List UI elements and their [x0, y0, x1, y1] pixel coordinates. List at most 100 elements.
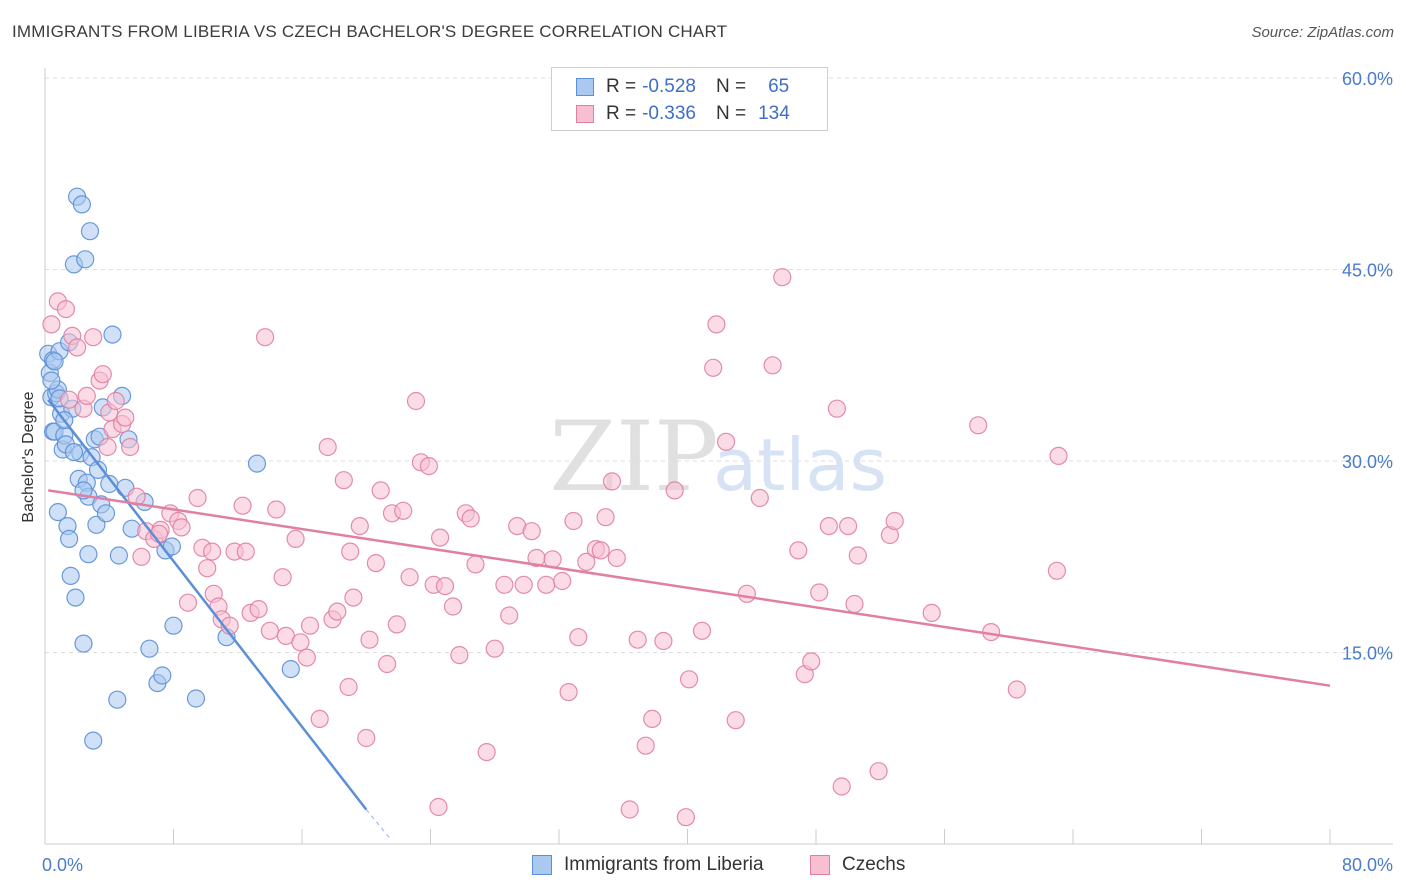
czech-point: [273, 568, 292, 587]
czech-point: [256, 328, 275, 347]
czech-point: [443, 597, 463, 616]
czech-point: [450, 645, 469, 665]
liberia-point: [103, 325, 122, 344]
czech-point: [429, 797, 448, 817]
czech-point: [643, 709, 662, 729]
legend-row-liberia: R = -0.528 N = 65: [576, 75, 789, 99]
czech-point: [602, 472, 622, 491]
czech-point: [360, 630, 379, 649]
czech-point: [357, 728, 376, 748]
czech-point: [286, 529, 305, 549]
czech-point: [431, 528, 450, 547]
czech-point: [56, 300, 76, 319]
czech-point: [378, 654, 397, 674]
czech-point: [636, 736, 655, 755]
czech-point: [832, 777, 851, 796]
watermark-zip: ZIP: [549, 401, 718, 513]
czech-point: [371, 481, 390, 500]
watermark: ZIP atlas: [549, 401, 887, 513]
czech-point: [819, 516, 839, 536]
czech-point: [802, 652, 821, 671]
liberia-point: [59, 529, 79, 549]
czech-point: [400, 568, 419, 587]
liberia-point: [247, 454, 267, 473]
czech-point: [726, 711, 745, 730]
czech-point: [559, 682, 578, 702]
czech-point: [969, 416, 988, 435]
czech-point: [537, 575, 556, 594]
czech-point: [406, 391, 426, 411]
czech-point: [591, 541, 610, 560]
x-tick-label-min: 0.0%: [42, 855, 83, 875]
czech-point: [172, 518, 191, 537]
czech-point: [1007, 680, 1026, 699]
y-tick-label: 45.0%: [1342, 261, 1393, 281]
czech-point: [84, 328, 103, 347]
liberia-point: [108, 690, 127, 709]
czech-point: [394, 501, 413, 520]
czech-point: [341, 542, 360, 561]
grid-lines: [45, 77, 1393, 653]
czech-point: [98, 437, 117, 457]
czech-point: [350, 516, 369, 536]
czech-point: [178, 593, 198, 612]
liberia-point: [140, 639, 159, 658]
czech-point: [569, 628, 588, 647]
liberia-point: [79, 545, 98, 564]
liberia-point: [153, 666, 172, 685]
liberia-point: [84, 731, 103, 750]
czech-point: [922, 603, 941, 623]
czech-point: [654, 631, 673, 651]
legend-swatch-liberia: [576, 78, 594, 96]
czech-point: [67, 338, 87, 357]
czech-point: [59, 390, 79, 409]
czech-point: [716, 432, 736, 451]
czech-point: [838, 516, 858, 536]
czech-point: [132, 547, 151, 566]
liberia-point: [186, 689, 206, 708]
czech-point: [773, 268, 792, 287]
czech-point: [869, 762, 888, 781]
y-axis-tick-labels: 15.0% 30.0% 45.0% 60.0%: [1342, 69, 1393, 664]
czech-point: [310, 709, 329, 729]
czech-point: [387, 615, 406, 634]
czech-point: [596, 508, 615, 527]
liberia-point: [45, 352, 64, 371]
czech-point: [42, 315, 61, 334]
czech-point: [564, 511, 583, 531]
czech-trend-line: [48, 489, 1331, 687]
czech-point: [628, 630, 647, 649]
legend-n-label: N =: [715, 76, 747, 97]
liberia-point: [109, 546, 129, 565]
liberia-point: [80, 222, 100, 241]
bottom-legend-swatch-czechs: [810, 855, 830, 875]
liberia-point: [281, 659, 300, 679]
czech-point: [1049, 446, 1068, 465]
czech-point: [577, 552, 596, 572]
legend-r-value: -0.336: [642, 103, 696, 124]
watermark-atlas: atlas: [713, 423, 887, 507]
liberia-point: [76, 250, 95, 269]
czech-point: [466, 555, 485, 574]
czech-point: [435, 576, 455, 596]
czech-point: [93, 365, 112, 384]
czech-point: [328, 602, 347, 621]
legend-row-czechs: R = -0.336 N = 134: [576, 102, 790, 126]
bottom-legend-czechs: Czechs: [810, 852, 905, 878]
liberia-point: [61, 566, 80, 586]
czech-point: [665, 481, 684, 500]
legend-r-label: R =: [606, 103, 637, 124]
data-points: [39, 187, 1068, 827]
czech-point: [477, 742, 496, 762]
czech-point: [763, 356, 782, 375]
czech-point: [848, 546, 867, 565]
stats-legend: R = -0.528 N = 65 R = -0.336 N = 134: [551, 67, 828, 131]
czech-point: [297, 648, 316, 667]
czech-point: [522, 522, 541, 541]
czech-point: [514, 575, 533, 594]
legend-swatch-czechs: [576, 105, 594, 123]
bottom-legend-swatch-liberia: [532, 855, 552, 875]
czech-point: [620, 800, 639, 819]
liberia-point: [64, 443, 84, 462]
bottom-legend-label-liberia: Immigrants from Liberia: [564, 854, 764, 875]
